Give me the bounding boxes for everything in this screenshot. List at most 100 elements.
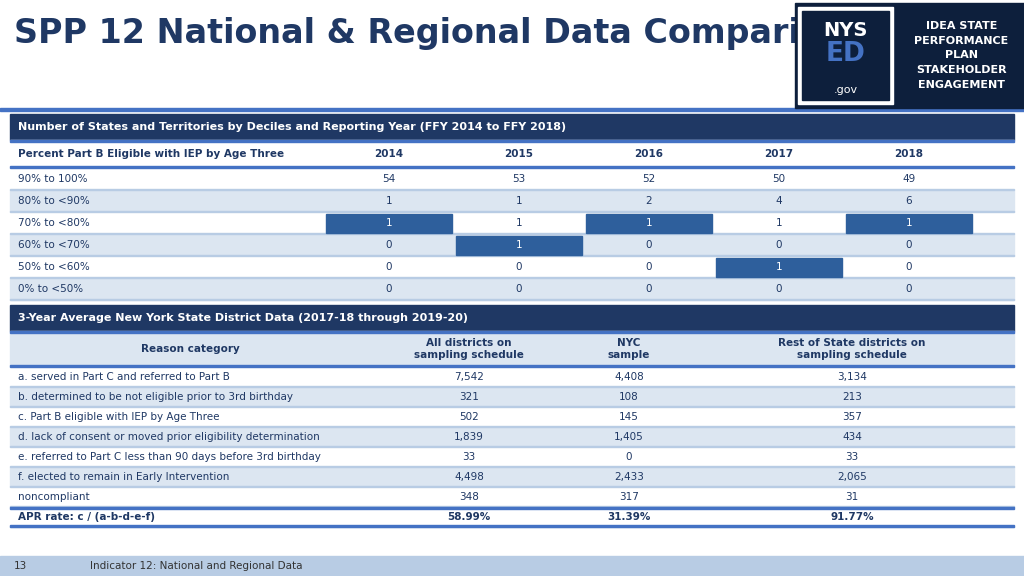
Bar	[10, 140, 1014, 142]
Bar	[10, 233, 1014, 234]
Bar	[10, 525, 1014, 527]
Text: SPP 12 National & Regional Data Comparison: SPP 12 National & Regional Data Comparis…	[14, 17, 866, 50]
Text: 54: 54	[382, 174, 395, 184]
Text: 317: 317	[620, 492, 639, 502]
Bar	[10, 331, 1014, 367]
Text: 0: 0	[386, 240, 392, 250]
Bar	[10, 507, 1014, 527]
Bar	[10, 256, 1014, 278]
Text: 213: 213	[842, 392, 862, 402]
Bar	[10, 386, 1014, 387]
Text: 1: 1	[516, 240, 522, 250]
Text: 502: 502	[459, 412, 479, 422]
Text: 1: 1	[776, 262, 782, 272]
Bar	[10, 367, 1014, 387]
Text: 6: 6	[905, 196, 912, 206]
Text: 0: 0	[646, 240, 652, 250]
Bar	[795, 3, 1024, 108]
Text: 2016: 2016	[635, 149, 664, 159]
Text: 0: 0	[646, 284, 652, 294]
Text: NYC
sample: NYC sample	[608, 338, 650, 360]
Bar	[798, 7, 893, 104]
Text: 0: 0	[906, 262, 912, 272]
Text: 50: 50	[772, 174, 785, 184]
Text: All districts on
sampling schedule: All districts on sampling schedule	[414, 338, 524, 360]
Bar	[10, 426, 1014, 427]
Text: c. Part B eligible with IEP by Age Three: c. Part B eligible with IEP by Age Three	[18, 412, 219, 422]
Text: d. lack of consent or moved prior eligibility determination: d. lack of consent or moved prior eligib…	[18, 432, 319, 442]
Text: Indicator 12: National and Regional Data: Indicator 12: National and Regional Data	[90, 561, 302, 571]
Bar	[10, 507, 1014, 509]
Text: b. determined to be not eligible prior to 3rd birthday: b. determined to be not eligible prior t…	[18, 392, 293, 402]
Text: e. referred to Part C less than 90 days before 3rd birthday: e. referred to Part C less than 90 days …	[18, 452, 321, 462]
Bar	[10, 467, 1014, 487]
Text: 357: 357	[842, 412, 862, 422]
Text: 60% to <70%: 60% to <70%	[18, 240, 90, 250]
Bar	[10, 212, 1014, 234]
Text: 2: 2	[646, 196, 652, 206]
Text: 33: 33	[846, 452, 859, 462]
Text: 0% to <50%: 0% to <50%	[18, 284, 83, 294]
Text: 4,408: 4,408	[614, 372, 644, 382]
Bar	[10, 168, 1014, 190]
Bar	[0, 556, 1024, 576]
Text: 0: 0	[776, 284, 782, 294]
Bar	[10, 277, 1014, 278]
Bar	[0, 108, 1024, 111]
Text: 53: 53	[512, 174, 525, 184]
Text: 2015: 2015	[505, 149, 534, 159]
Text: 0: 0	[386, 262, 392, 272]
Text: 0: 0	[906, 284, 912, 294]
Text: 0: 0	[516, 262, 522, 272]
Text: 1: 1	[646, 218, 652, 228]
Bar	[10, 305, 1014, 331]
Bar	[10, 487, 1014, 507]
Text: 70% to <80%: 70% to <80%	[18, 218, 90, 228]
Text: 7,542: 7,542	[454, 372, 484, 382]
Text: .gov: .gov	[834, 85, 857, 95]
Text: 1: 1	[516, 218, 522, 228]
Text: 321: 321	[459, 392, 479, 402]
Bar	[10, 278, 1014, 300]
Bar	[10, 407, 1014, 427]
Bar	[10, 486, 1014, 487]
Text: 1,839: 1,839	[454, 432, 484, 442]
Text: f. elected to remain in Early Intervention: f. elected to remain in Early Interventi…	[18, 472, 229, 482]
Bar	[10, 211, 1014, 212]
Text: ED: ED	[825, 41, 865, 67]
Bar	[10, 190, 1014, 212]
Bar	[10, 331, 1014, 333]
Bar	[10, 526, 1014, 527]
Text: 2014: 2014	[375, 149, 403, 159]
Text: 90% to 100%: 90% to 100%	[18, 174, 87, 184]
Bar	[10, 114, 1014, 140]
Text: 1,405: 1,405	[614, 432, 644, 442]
Text: a. served in Part C and referred to Part B: a. served in Part C and referred to Part…	[18, 372, 229, 382]
Text: 80% to <90%: 80% to <90%	[18, 196, 90, 206]
Text: 0: 0	[646, 262, 652, 272]
Text: 1: 1	[516, 196, 522, 206]
Text: 0: 0	[516, 284, 522, 294]
Text: 3-Year Average New York State District Data (2017-18 through 2019-20): 3-Year Average New York State District D…	[18, 313, 468, 323]
Text: 145: 145	[620, 412, 639, 422]
Bar	[10, 189, 1014, 190]
Bar	[456, 236, 582, 255]
Text: 31.39%: 31.39%	[607, 512, 650, 522]
Text: 108: 108	[620, 392, 639, 402]
Bar	[586, 214, 712, 233]
Text: IDEA STATE
PERFORMANCE
PLAN
STAKEHOLDER
ENGAGEMENT: IDEA STATE PERFORMANCE PLAN STAKEHOLDER …	[914, 21, 1009, 90]
Bar	[326, 214, 452, 233]
Text: Number of States and Territories by Deciles and Reporting Year (FFY 2014 to FFY : Number of States and Territories by Deci…	[18, 122, 566, 132]
Text: Percent Part B Eligible with IEP by Age Three: Percent Part B Eligible with IEP by Age …	[18, 149, 284, 159]
Bar	[10, 140, 1014, 168]
Text: 2,433: 2,433	[614, 472, 644, 482]
Text: NYS: NYS	[823, 21, 867, 40]
Text: 434: 434	[842, 432, 862, 442]
Text: 91.77%: 91.77%	[830, 512, 873, 522]
Bar	[10, 365, 1014, 367]
Text: 13: 13	[14, 561, 28, 571]
Text: 348: 348	[459, 492, 479, 502]
Text: 1: 1	[776, 218, 782, 228]
Bar	[10, 387, 1014, 407]
Text: 58.99%: 58.99%	[447, 512, 490, 522]
